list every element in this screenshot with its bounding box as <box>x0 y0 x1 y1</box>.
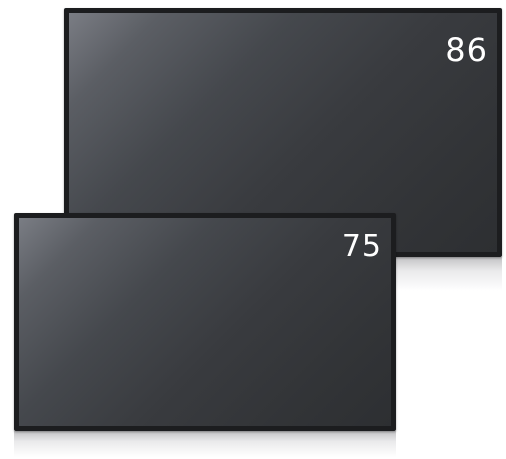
display-75-reflection <box>14 431 396 457</box>
display-86: 86 <box>64 8 502 257</box>
display-75-size-label: 75 <box>341 229 382 264</box>
display-75: 75 <box>14 213 396 431</box>
display-86-size-label: 86 <box>445 31 488 69</box>
display-86-screen <box>69 13 497 252</box>
display-75-screen <box>19 218 391 426</box>
